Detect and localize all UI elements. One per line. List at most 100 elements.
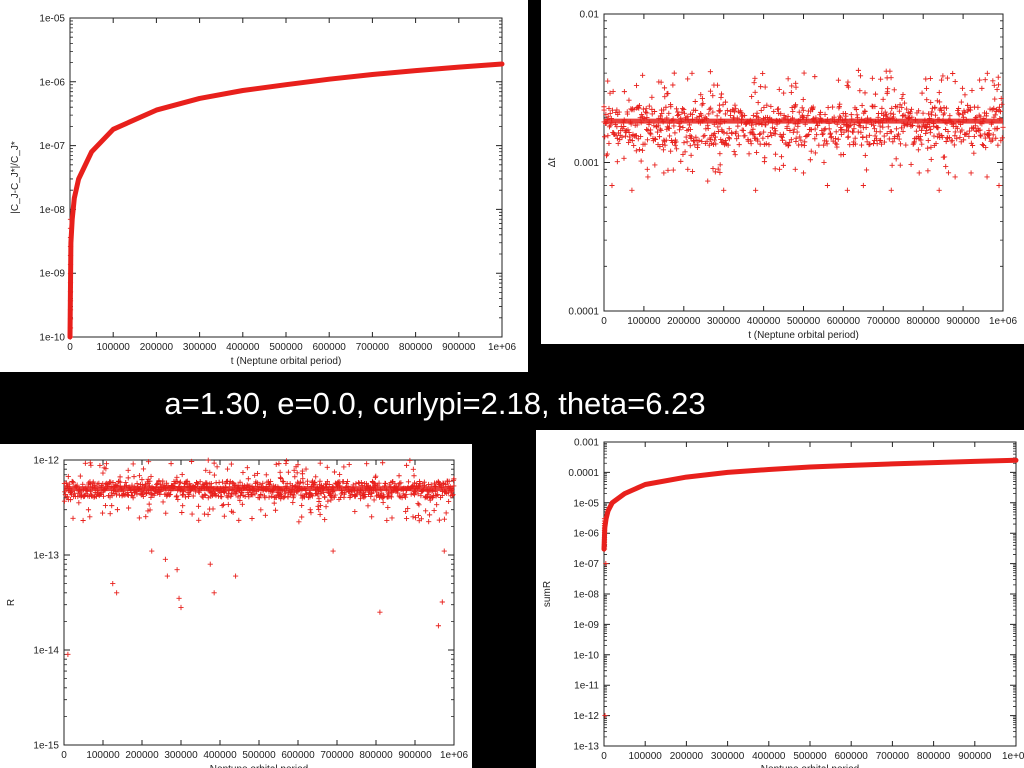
data-point <box>978 133 984 139</box>
data-point <box>756 131 763 138</box>
data-point <box>962 92 968 98</box>
data-point <box>299 468 305 474</box>
data-point <box>731 109 738 115</box>
data-point <box>427 497 433 503</box>
data-point <box>270 483 276 489</box>
data-point <box>130 461 136 467</box>
data-point <box>415 512 422 519</box>
data-point <box>714 113 720 119</box>
data-point <box>114 507 121 513</box>
data-point <box>923 85 930 91</box>
data-line <box>601 457 1019 552</box>
data-point <box>960 114 967 120</box>
data-point <box>957 134 963 141</box>
data-point <box>366 488 372 494</box>
data-point <box>738 110 744 116</box>
data-point <box>742 112 748 119</box>
data-point <box>67 280 74 286</box>
data-point <box>665 167 671 173</box>
data-point <box>781 112 787 119</box>
series-group <box>67 61 505 340</box>
data-point <box>211 472 217 478</box>
data-point <box>145 508 151 514</box>
data-point <box>739 113 745 119</box>
data-point <box>179 492 185 498</box>
data-point <box>901 123 908 129</box>
data-point <box>642 141 648 147</box>
data-point <box>446 498 452 505</box>
data-point <box>971 133 977 140</box>
data-point <box>776 86 782 92</box>
data-point <box>258 491 264 497</box>
data-point <box>621 155 627 161</box>
data-point <box>938 107 944 114</box>
data-point <box>606 140 612 147</box>
data-point <box>196 517 202 523</box>
data-point <box>877 123 883 129</box>
data-point <box>724 107 730 114</box>
data-point <box>889 162 895 168</box>
data-point <box>631 142 637 149</box>
data-point <box>979 85 985 91</box>
x-tick-label: 600000 <box>281 750 315 761</box>
data-point <box>840 151 846 158</box>
x-tick-label: 500000 <box>793 751 827 762</box>
data-point <box>725 142 731 148</box>
data-point <box>325 486 331 493</box>
data-point <box>923 130 929 137</box>
data-point <box>68 492 75 498</box>
data-point <box>986 130 992 136</box>
data-point <box>919 141 925 147</box>
data-point <box>208 480 214 487</box>
data-point <box>764 102 770 108</box>
data-point <box>717 162 723 168</box>
data-point <box>761 129 767 135</box>
data-point <box>99 510 106 516</box>
data-point <box>207 469 213 475</box>
y-tick-label: 1e-11 <box>574 681 599 692</box>
data-point <box>963 131 969 138</box>
data-point <box>778 154 785 160</box>
data-point <box>722 111 729 117</box>
data-point <box>364 485 370 491</box>
data-point <box>177 488 183 494</box>
data-point <box>784 124 790 130</box>
plot-frame <box>603 441 1017 747</box>
data-point <box>918 127 925 133</box>
data-point <box>331 469 338 475</box>
data-point <box>292 474 298 480</box>
data-point <box>769 125 776 131</box>
data-point <box>864 139 870 145</box>
data-point <box>820 131 826 137</box>
data-point <box>718 94 724 101</box>
data-point <box>396 493 402 499</box>
y-tick-label: 1e-08 <box>573 590 599 601</box>
x-tick-label: 700000 <box>356 342 390 353</box>
data-point <box>940 154 946 160</box>
data-point <box>857 123 863 129</box>
outlier-point <box>705 178 711 184</box>
data-point <box>752 75 758 81</box>
data-point <box>766 142 772 148</box>
data-point <box>665 90 671 97</box>
data-point <box>781 90 787 96</box>
data-point <box>693 134 699 140</box>
data-point <box>938 77 945 83</box>
data-point <box>862 90 868 96</box>
x-tick-label: 300000 <box>711 751 745 762</box>
data-point <box>970 125 976 132</box>
data-point <box>788 89 794 96</box>
data-point <box>989 137 996 143</box>
data-point <box>760 70 766 77</box>
data-point <box>748 141 754 147</box>
data-point <box>685 76 691 82</box>
data-point <box>448 493 454 499</box>
data-point <box>927 75 934 82</box>
data-point <box>717 108 723 114</box>
data-point <box>663 137 669 143</box>
data-point <box>941 105 947 111</box>
data-point <box>996 104 1003 110</box>
data-point <box>726 134 732 141</box>
data-point <box>601 107 607 113</box>
data-point <box>415 491 421 497</box>
